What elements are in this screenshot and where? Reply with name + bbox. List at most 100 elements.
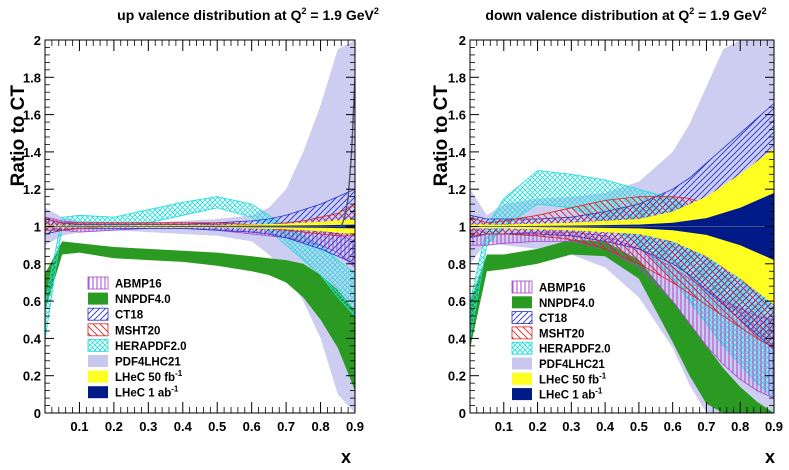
legend-label-main: NNPDF4.0 [539, 298, 595, 310]
legend-swatch [87, 338, 109, 352]
legend-label: HERAPDF2.0 [539, 344, 611, 356]
legend-label-main: MSHT20 [539, 328, 584, 340]
legend-swatch [511, 280, 533, 294]
x-tick-label: 0.6 [664, 419, 682, 434]
legend-label-main: HERAPDF2.0 [539, 344, 611, 356]
x-tick-label: 0.3 [139, 419, 157, 434]
y-tick-label: 2 [459, 33, 466, 48]
left-panel-ylabel: Ratio to CT [8, 85, 29, 187]
legend-swatch [88, 370, 108, 383]
legend-entry-msht20: MSHT20 [511, 326, 584, 340]
legend-label: PDF4LHC21 [115, 357, 181, 369]
y-tick-label: 0 [459, 406, 466, 421]
left-panel-xlabel: x [341, 447, 351, 467]
legend-swatch [511, 311, 533, 325]
right-panel-title-main: down valence distribution at Q [485, 7, 689, 23]
y-tick-label: 0.8 [23, 257, 41, 272]
x-tick-label: 0.5 [208, 419, 226, 434]
y-tick-label: 0.2 [23, 369, 41, 384]
left-panel: up valence distribution at Q2 = 1.9 GeV2… [8, 6, 379, 467]
legend-swatch [88, 355, 108, 367]
legend-label-main: LHeC 50 fb [115, 372, 175, 384]
legend-label: MSHT20 [115, 325, 160, 337]
line-pdf4lhc21-edge [340, 77, 355, 227]
legend-swatch [88, 292, 108, 305]
y-tick-label: 1 [459, 220, 466, 235]
legend-swatch [512, 296, 532, 309]
legend-entry-pdf4lhc21: PDF4LHC21 [512, 357, 605, 371]
legend-label: NNPDF4.0 [115, 294, 171, 306]
legend-label-main: CT18 [115, 310, 144, 322]
x-tick-label: 0.3 [562, 419, 580, 434]
x-tick-label: 0.8 [731, 419, 749, 434]
y-tick-label: 1.2 [23, 182, 41, 197]
right-panel-title-sup2: 2 [762, 6, 767, 16]
legend-label: NNPDF4.0 [539, 298, 595, 310]
y-tick-label: 1.2 [448, 182, 466, 197]
legend-label-main: PDF4LHC21 [539, 359, 605, 371]
legend-label-sup: -1 [175, 369, 183, 378]
legend-swatch [511, 341, 533, 355]
legend-swatch [88, 386, 108, 399]
legend-label: ABMP16 [115, 279, 162, 291]
right-panel-bands [470, 40, 774, 413]
legend-swatch [512, 388, 532, 401]
x-tick-label: 0.6 [243, 419, 261, 434]
legend-entry-lhec-1-ab: LHeC 1 ab-1 [88, 385, 179, 400]
legend-label: LHeC 50 fb-1 [115, 369, 183, 384]
legend-swatch [87, 323, 109, 337]
x-tick-label: 0.4 [174, 419, 193, 434]
x-tick-label: 0.9 [346, 419, 364, 434]
legend-label-main: LHeC 1 ab [115, 388, 171, 400]
left-panel-title-mid: = 1.9 GeV [307, 7, 375, 23]
right-panel-title: down valence distribution at Q2 = 1.9 Ge… [485, 6, 766, 23]
left-panel-title-main: up valence distribution at Q [117, 7, 301, 23]
y-tick-label: 2 [34, 33, 41, 48]
right-panel-title-sup1: 2 [689, 6, 694, 16]
legend-label: ABMP16 [539, 283, 586, 295]
legend-label-main: CT18 [539, 313, 568, 325]
y-tick-label: 0.2 [448, 369, 466, 384]
x-tick-label: 0.8 [312, 419, 330, 434]
plot-area [470, 40, 774, 413]
legend-label: LHeC 50 fb-1 [539, 371, 607, 386]
y-tick-label: 1.4 [23, 145, 42, 160]
y-tick-label: 0.8 [448, 257, 466, 272]
legend-label-sup: -1 [599, 371, 607, 380]
y-tick-label: 1.4 [448, 145, 467, 160]
legend-label: LHeC 1 ab-1 [115, 385, 179, 400]
legend-swatch [512, 372, 532, 385]
legend-label: LHeC 1 ab-1 [539, 387, 603, 402]
legend-label-main: ABMP16 [115, 279, 162, 291]
y-tick-label: 0.6 [448, 294, 466, 309]
legend-swatch [512, 357, 532, 370]
right-panel-xlabel: x [765, 447, 775, 467]
legend-label: HERAPDF2.0 [115, 341, 187, 353]
legend-entry-ct18: CT18 [511, 311, 568, 325]
legend-label-main: LHeC 1 ab [539, 390, 595, 402]
x-tick-label: 0.5 [630, 419, 648, 434]
y-tick-label: 1.8 [23, 70, 41, 85]
legend-label-main: ABMP16 [539, 283, 586, 295]
y-tick-label: 1.6 [23, 108, 41, 123]
right-panel-axes: 0 0.2 0.4 0.6 0.8 1 1.2 1.4 1.6 1.8 2 0.1 0.2 0.3 0.4 0… [448, 33, 783, 434]
legend-entry-lhec-50-fb: LHeC 50 fb-1 [88, 369, 183, 384]
legend-label-sup: -1 [171, 385, 179, 394]
legend-swatch [87, 307, 109, 321]
y-tick-label: 1.8 [448, 70, 466, 85]
legend-entry-msht20: MSHT20 [87, 323, 160, 337]
band-nnpdf4-0 [470, 239, 774, 413]
y-tick-label: 1 [34, 220, 41, 235]
legend-entry-lhec-1-ab: LHeC 1 ab-1 [512, 387, 603, 402]
right-panel-legend: ABMP16 NNPDF4.0 CT18 MSHT20 HERAPDF2.0 PDF4LH… [511, 280, 611, 402]
legend-entry-abmp16: ABMP16 [511, 280, 586, 295]
legend-swatch [87, 276, 109, 290]
legend-label-sup: -1 [595, 387, 603, 396]
legend-label: CT18 [539, 313, 568, 325]
y-tick-label: 0.4 [448, 331, 467, 346]
legend-entry-nnpdf4-0: NNPDF4.0 [88, 292, 171, 306]
x-tick-label: 0.1 [70, 419, 88, 434]
legend-entry-herapdf2-0: HERAPDF2.0 [87, 338, 187, 353]
legend-label-main: LHeC 50 fb [539, 374, 599, 386]
